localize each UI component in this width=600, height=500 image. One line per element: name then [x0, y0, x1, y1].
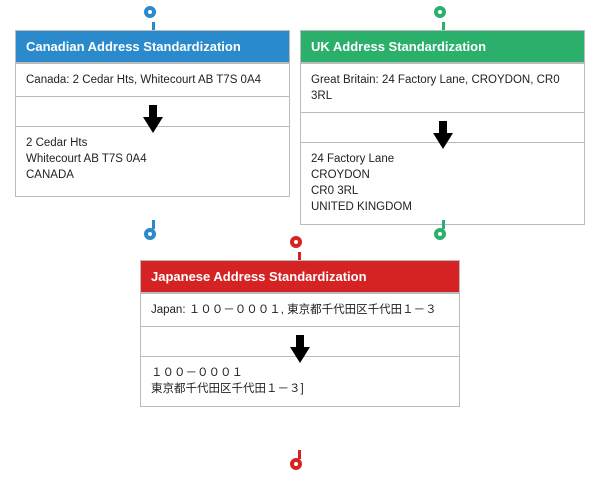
canadian-top-dot [144, 6, 156, 18]
uk-bottom-dot [434, 228, 446, 240]
canadian-output: 2 Cedar Hts Whitecourt AB T7S 0A4 CANADA [16, 126, 289, 196]
canadian-card: Canadian Address Standardization Canada:… [15, 30, 290, 197]
uk-top-dot [434, 6, 446, 18]
japanese-bottom-dot [290, 458, 302, 470]
canadian-input: Canada: 2 Cedar Hts, Whitecourt AB T7S 0… [16, 63, 289, 96]
canadian-header: Canadian Address Standardization [16, 31, 289, 63]
japanese-output: １００－０００１ 東京都千代田区千代田１－３] [141, 356, 459, 406]
canadian-bottom-dot [144, 228, 156, 240]
japanese-header: Japanese Address Standardization [141, 261, 459, 293]
japanese-card: Japanese Address Standardization Japan: … [140, 260, 460, 407]
uk-header: UK Address Standardization [301, 31, 584, 63]
uk-output: 24 Factory Lane CROYDON CR0 3RL UNITED K… [301, 142, 584, 223]
japanese-input: Japan: １００－０００１, 東京都千代田区千代田１－３ [141, 293, 459, 326]
japanese-top-dot [290, 236, 302, 248]
uk-card: UK Address Standardization Great Britain… [300, 30, 585, 225]
uk-input: Great Britain: 24 Factory Lane, CROYDON,… [301, 63, 584, 112]
